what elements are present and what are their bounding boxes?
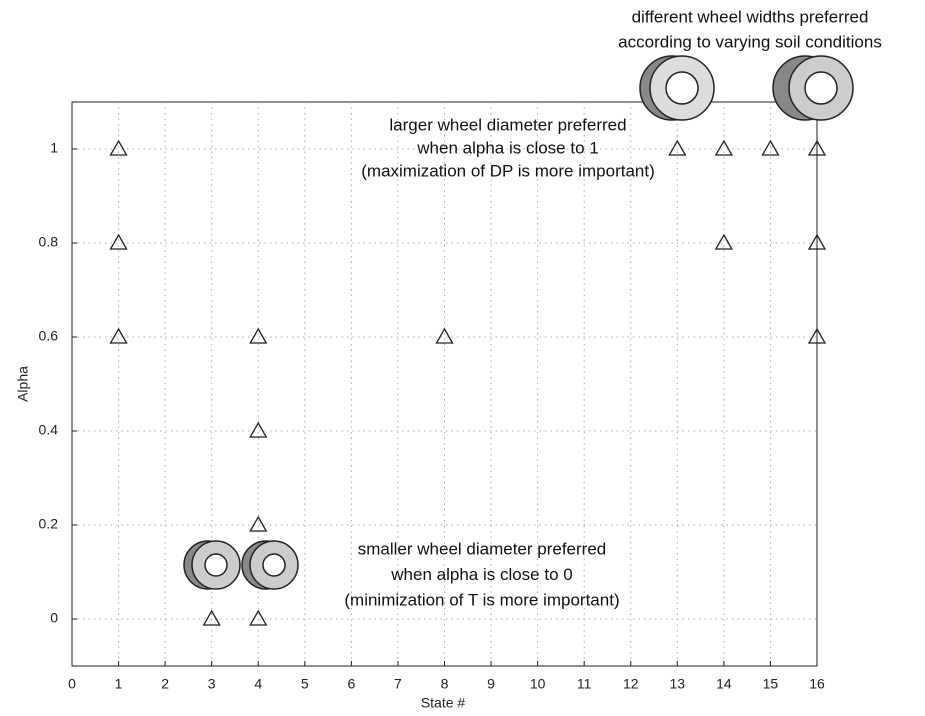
point [435,327,454,344]
point [109,233,128,250]
x-tick-label: 12 [623,676,639,692]
x-tick-label: 15 [763,676,779,692]
x-tick-label: 11 [577,676,592,692]
annotation: (minimization of T is more important) [344,590,619,609]
x-tick-label: 2 [161,676,169,692]
annotation: larger wheel diameter preferred [389,115,626,134]
x-tick-label: 14 [716,676,732,692]
annotation: (maximization of DP is more important) [361,161,655,180]
wheel-icons [183,55,854,590]
point [109,139,128,156]
y-tick-label: 0.4 [39,422,59,438]
x-tick-label: 3 [208,676,216,692]
point [202,609,221,626]
point [668,139,687,156]
y-tick-label: 0.8 [39,234,59,250]
point [807,327,827,344]
y-tick-label: 0.2 [39,516,59,532]
point [249,327,268,344]
x-tick-label: 10 [530,676,546,692]
annotation: when alpha is close to 0 [390,565,572,584]
x-tick-label: 0 [68,676,76,692]
annotation: different wheel widths preferred [632,7,869,26]
x-tick-label: 8 [441,676,449,692]
point [714,139,733,156]
y-tick-label: 0 [50,610,58,626]
wheel-icon [183,540,241,590]
point [807,233,827,250]
annotation: when alpha is close to 1 [416,138,598,157]
point [109,327,128,344]
wheel-icon [639,55,715,121]
y-axis-label: Alpha [15,366,31,402]
x-tick-label: 1 [115,676,123,692]
point [249,421,268,438]
x-tick-label: 9 [487,676,495,692]
annotation: according to varying soil conditions [618,32,882,51]
point [714,233,733,250]
x-tick-label: 16 [809,676,825,692]
x-tick-label: 4 [254,676,262,692]
point [249,609,268,626]
x-tick-label: 7 [394,676,402,692]
x-tick-label: 6 [347,676,355,692]
wheel-icon [241,540,299,590]
point [249,515,268,532]
y-tick-label: 1 [50,140,58,156]
x-tick-label: 5 [301,676,309,692]
wheel-icon [772,55,854,121]
annotation: smaller wheel diameter preferred [358,539,607,558]
x-axis-label: State # [421,695,466,711]
point [807,139,827,156]
point [761,139,780,156]
y-tick-label: 0.6 [39,328,59,344]
x-tick-label: 13 [670,676,686,692]
